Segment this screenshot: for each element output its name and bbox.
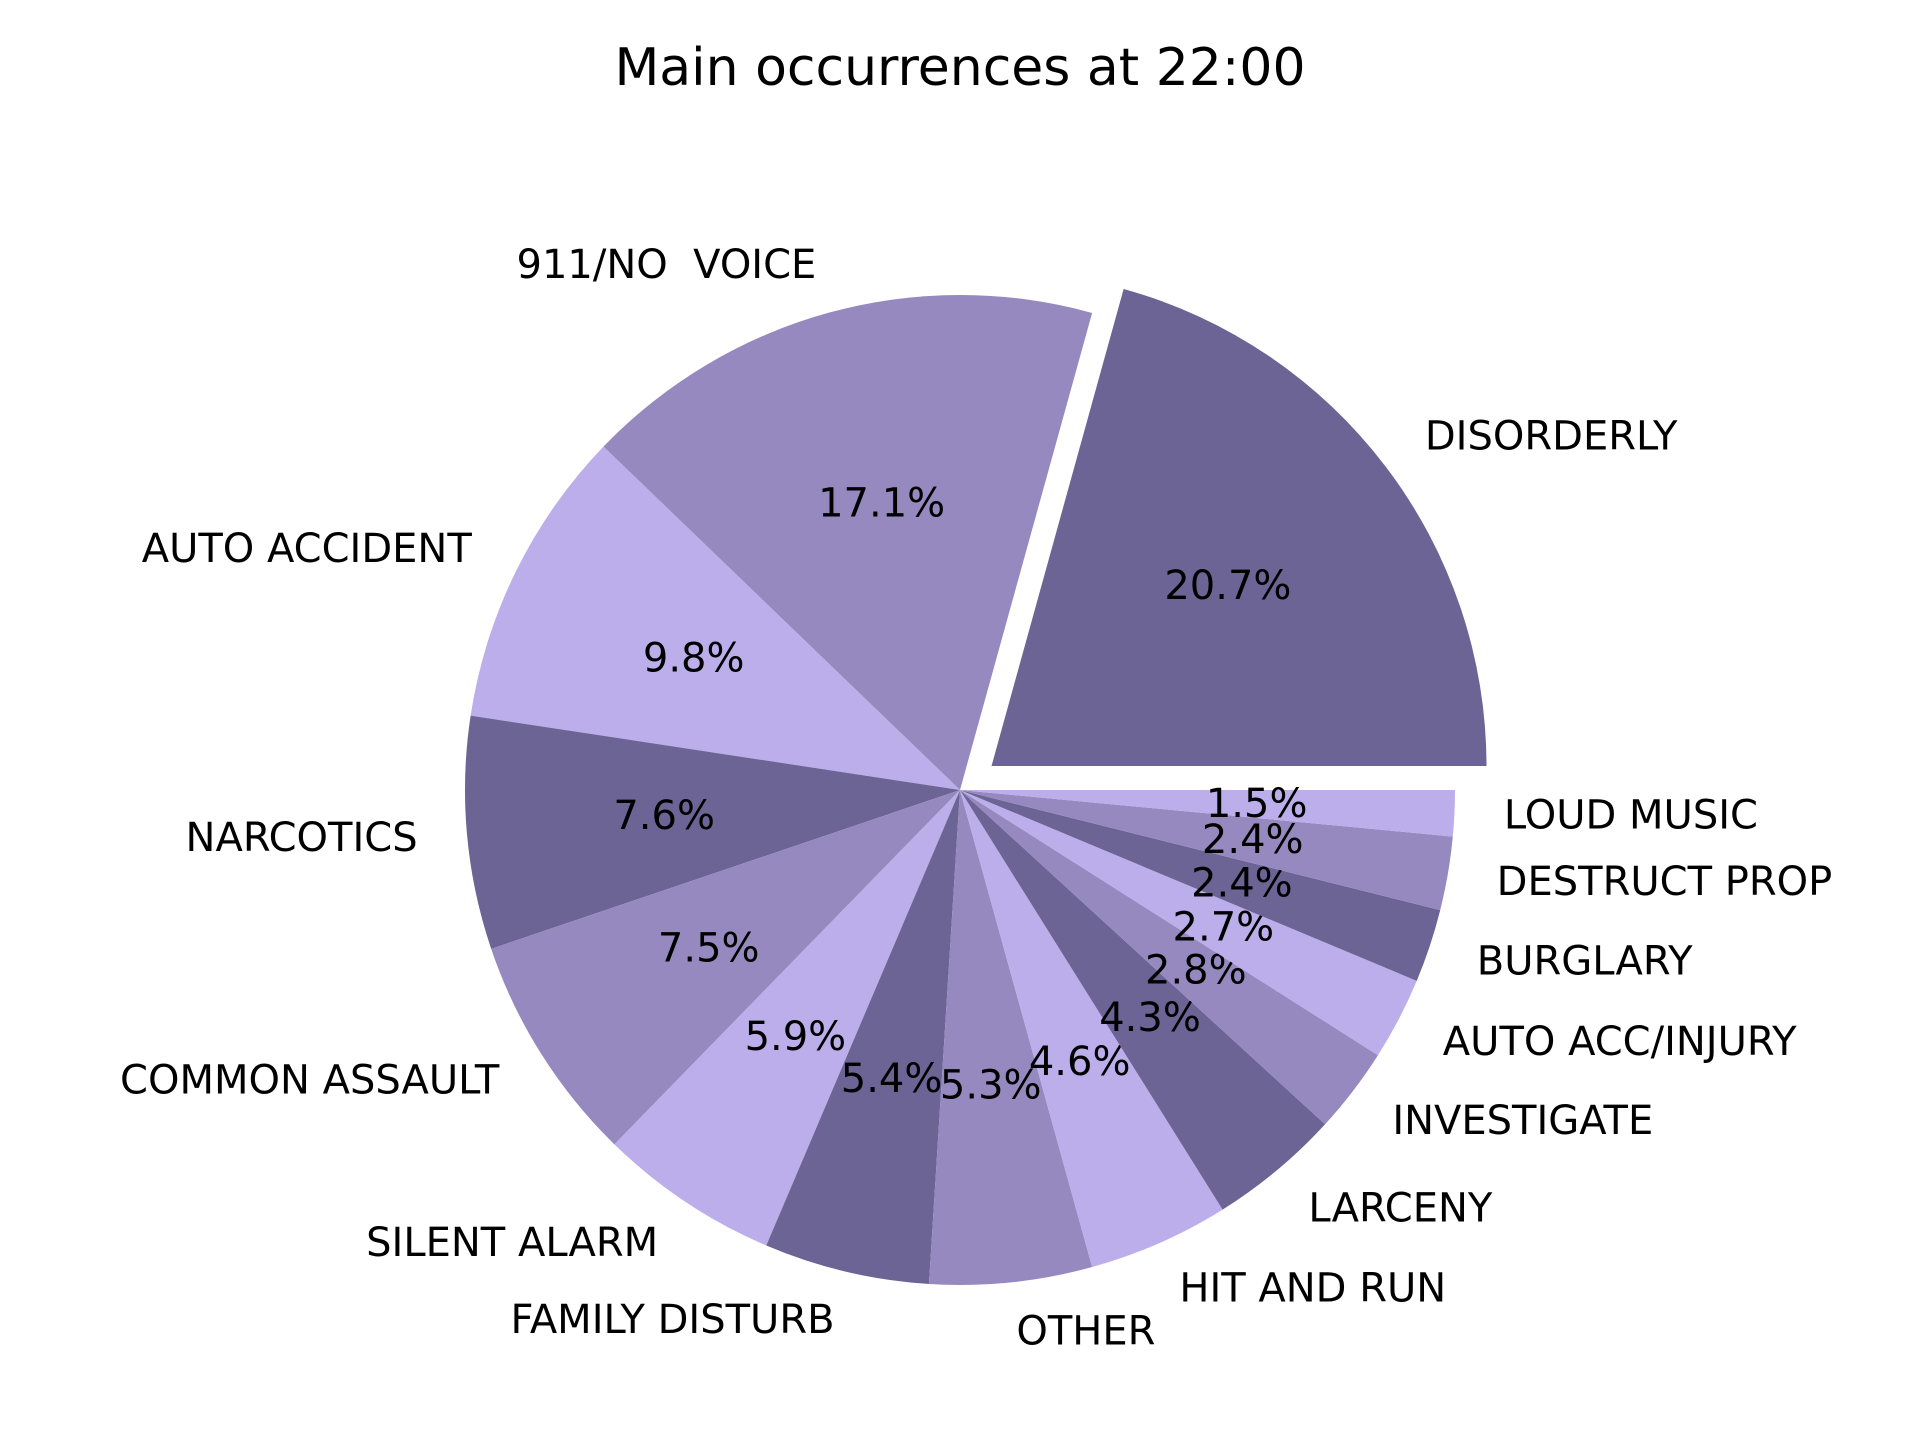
- pie-slice-family-disturb: [766, 790, 960, 1285]
- pie-slice-larceny: [960, 790, 1326, 1210]
- slice-category-label: LOUD MUSIC: [1504, 793, 1758, 839]
- pie-slice-auto-accident: [470, 446, 960, 790]
- pie-slice-auto-acc-injury: [960, 790, 1417, 1056]
- slice-category-label: FAMILY DISTURB: [510, 1297, 834, 1343]
- pie-slice-narcotics: [465, 715, 960, 949]
- pie-slice-burglary: [960, 790, 1441, 981]
- slice-category-label: LARCENY: [1308, 1185, 1492, 1231]
- slice-category-label: BURGLARY: [1477, 939, 1693, 985]
- pie-slice-silent-alarm: [614, 790, 960, 1246]
- chart-title: Main occurrences at 22:00: [614, 38, 1306, 98]
- slice-category-label: DESTRUCT PROP: [1497, 859, 1833, 905]
- slice-category-label: COMMON ASSAULT: [120, 1057, 500, 1103]
- slice-percent-label: 20.7%: [1164, 563, 1291, 609]
- pie-slice-loud-music: [960, 790, 1455, 837]
- slice-category-label: NARCOTICS: [186, 815, 418, 861]
- pie-slice-disorderly: [991, 288, 1487, 767]
- slice-percent-label: 17.1%: [818, 481, 945, 527]
- slice-percent-label: 1.5%: [1206, 781, 1308, 827]
- pie-slice-investigate: [960, 790, 1378, 1125]
- slice-percent-label: 7.5%: [658, 925, 760, 971]
- slice-category-label: INVESTIGATE: [1392, 1098, 1653, 1144]
- slice-percent-label: 5.9%: [745, 1014, 847, 1060]
- slice-category-label: SILENT ALARM: [366, 1220, 658, 1266]
- slice-percent-label: 7.6%: [613, 793, 715, 839]
- slice-category-label: AUTO ACCIDENT: [142, 526, 473, 572]
- pie-slice-common-assault: [491, 790, 960, 1145]
- pie-slice-destruct-prop: [960, 790, 1453, 911]
- slice-category-label: DISORDERLY: [1425, 413, 1678, 459]
- slice-percent-label: 2.4%: [1202, 817, 1304, 863]
- slice-category-label: AUTO ACC/INJURY: [1443, 1019, 1797, 1065]
- slice-percent-label: 5.3%: [940, 1062, 1042, 1108]
- slice-percent-label: 4.6%: [1029, 1039, 1131, 1085]
- slice-percent-label: 5.4%: [841, 1056, 943, 1102]
- pie-slice-911-no-voice: [603, 295, 1093, 790]
- slice-percent-label: 9.8%: [643, 636, 745, 682]
- slice-category-label: 911/NO VOICE: [517, 242, 817, 288]
- pie-slice-other: [928, 790, 1093, 1285]
- slice-category-label: OTHER: [1016, 1309, 1155, 1355]
- slice-percent-label: 4.3%: [1099, 995, 1201, 1041]
- pie-slice-hit-and-run: [960, 790, 1223, 1268]
- slice-category-label: HIT AND RUN: [1179, 1265, 1446, 1311]
